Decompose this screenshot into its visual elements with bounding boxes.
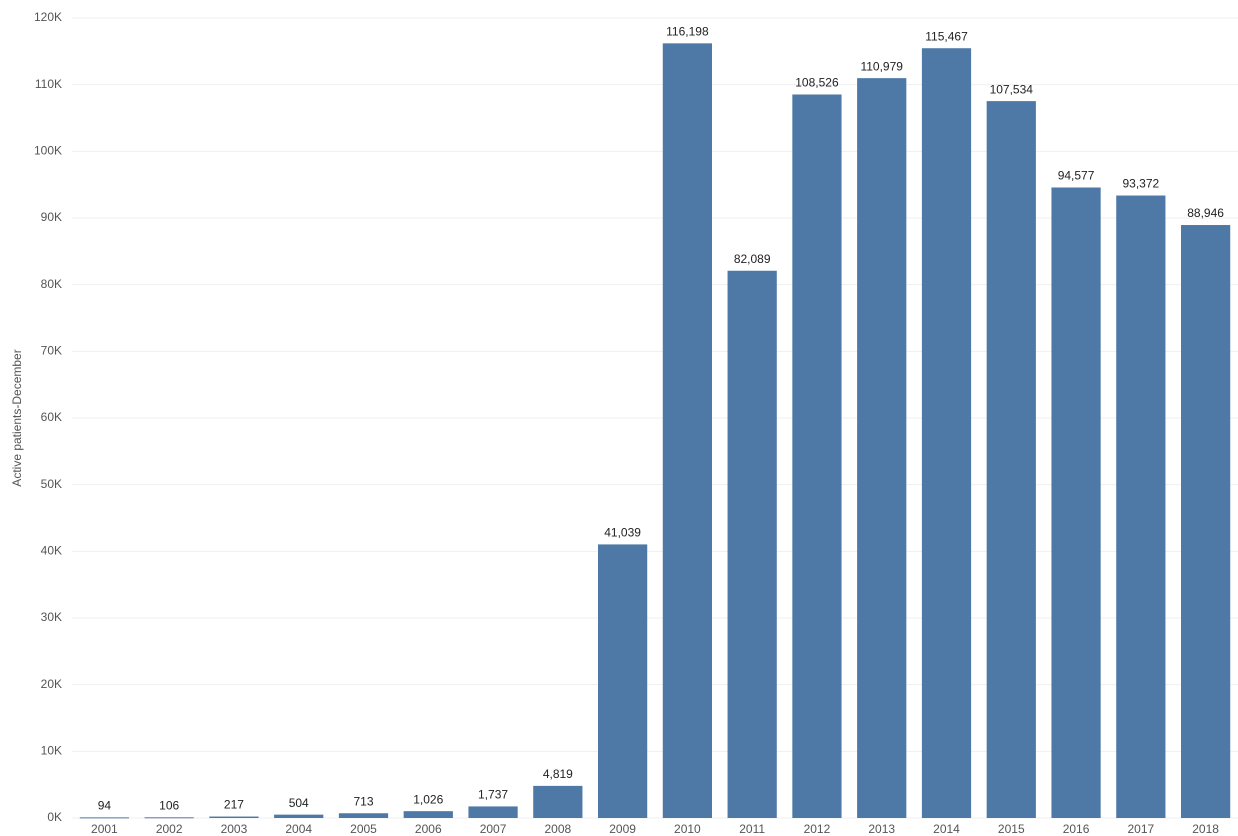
- x-tick-label: 2013: [868, 822, 895, 836]
- value-label: 82,089: [734, 252, 771, 266]
- value-label: 1,737: [478, 788, 508, 802]
- x-tick-label: 2002: [156, 822, 183, 836]
- y-axis-label: Active patients-December: [10, 349, 24, 486]
- value-label: 106: [159, 798, 179, 812]
- x-tick-label: 2014: [933, 822, 960, 836]
- x-tick-label: 2005: [350, 822, 377, 836]
- x-tick-label: 2016: [1063, 822, 1090, 836]
- value-label: 108,526: [795, 76, 839, 90]
- value-label: 504: [289, 796, 309, 810]
- y-tick-label: 60K: [41, 410, 62, 424]
- x-tick-label: 2012: [804, 822, 831, 836]
- value-label: 1,026: [413, 792, 443, 806]
- x-tick-label: 2003: [221, 822, 248, 836]
- bar: [597, 544, 648, 818]
- y-tick-label: 40K: [41, 544, 62, 558]
- y-tick-label: 100K: [34, 144, 62, 158]
- x-tick-label: 2001: [91, 822, 118, 836]
- value-label: 41,039: [604, 526, 641, 540]
- y-tick-label: 120K: [34, 10, 62, 24]
- y-tick-label: 50K: [41, 477, 62, 491]
- bar: [792, 94, 842, 818]
- y-tick-label: 110K: [35, 77, 62, 91]
- bar: [533, 785, 583, 818]
- bar: [1116, 195, 1166, 818]
- value-label: 110,979: [860, 59, 903, 73]
- y-tick-label: 80K: [41, 277, 62, 291]
- bar: [857, 78, 907, 818]
- value-label: 4,819: [543, 767, 573, 781]
- value-label: 713: [353, 794, 373, 808]
- bar: [209, 816, 259, 818]
- bar: [921, 48, 972, 819]
- y-tick-label: 90K: [41, 210, 62, 224]
- bar: [338, 813, 389, 818]
- value-label: 94,577: [1058, 169, 1095, 183]
- bar: [403, 811, 453, 818]
- x-tick-label: 2009: [609, 822, 636, 836]
- y-tick-label: 30K: [41, 610, 62, 624]
- x-tick-label: 2004: [285, 822, 312, 836]
- bar: [986, 101, 1036, 818]
- x-tick-label: 2018: [1192, 822, 1219, 836]
- bar: [662, 43, 713, 818]
- x-tick-label: 2007: [480, 822, 507, 836]
- value-label: 115,467: [925, 29, 968, 43]
- x-tick-label: 2015: [998, 822, 1025, 836]
- bar: [144, 817, 194, 819]
- bar: [1051, 187, 1101, 818]
- bar: [1180, 225, 1231, 818]
- x-tick-label: 2010: [674, 822, 701, 836]
- bar: [79, 817, 130, 819]
- value-label: 217: [224, 798, 244, 812]
- value-label: 88,946: [1187, 206, 1224, 220]
- y-tick-label: 0K: [47, 810, 62, 824]
- x-tick-label: 2006: [415, 822, 442, 836]
- value-label: 107,534: [990, 82, 1034, 96]
- y-tick-label: 20K: [41, 677, 62, 691]
- bar: [274, 814, 324, 818]
- bar: [727, 270, 777, 818]
- bar: [468, 806, 518, 818]
- x-tick-label: 2008: [544, 822, 571, 836]
- value-label: 94: [98, 799, 112, 813]
- y-tick-label: 10K: [41, 744, 62, 758]
- value-label: 93,372: [1122, 177, 1159, 191]
- y-tick-label: 70K: [41, 344, 62, 358]
- value-label: 116,198: [666, 25, 709, 39]
- x-tick-label: 2017: [1127, 822, 1154, 836]
- x-tick-label: 2011: [739, 822, 765, 836]
